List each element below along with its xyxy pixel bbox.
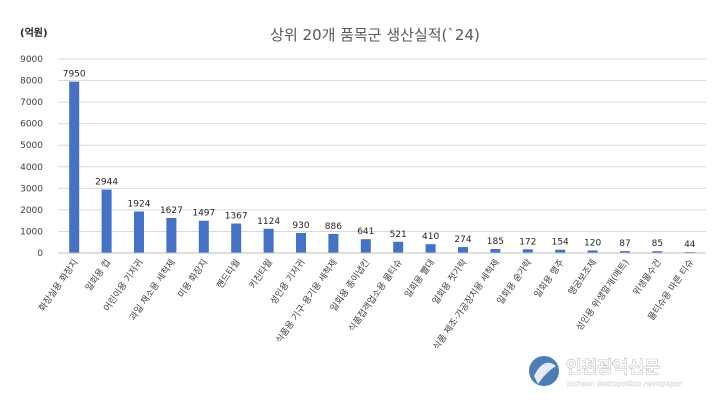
data-label: 1924 bbox=[128, 200, 151, 210]
data-label: 930 bbox=[292, 221, 309, 231]
bar bbox=[652, 251, 663, 253]
data-label: 410 bbox=[422, 232, 439, 242]
y-tick-label: 2000 bbox=[20, 206, 43, 216]
data-label: 154 bbox=[552, 238, 569, 248]
watermark: 인천광역신문 Incheon Metropolitan newspaper bbox=[527, 354, 683, 388]
bar bbox=[166, 217, 177, 253]
y-tick-label: 1000 bbox=[20, 227, 43, 237]
unit-label: (억원) bbox=[20, 26, 48, 39]
bar bbox=[425, 244, 436, 253]
category-label: 일회용 컵 bbox=[83, 257, 113, 293]
y-tick-label: 4000 bbox=[20, 163, 43, 173]
bar bbox=[328, 233, 339, 253]
bar bbox=[101, 189, 112, 253]
bar bbox=[522, 249, 533, 253]
data-label: 521 bbox=[390, 230, 407, 240]
watermark-sub: Incheon Metropolitan newspaper bbox=[567, 380, 683, 388]
data-label: 1497 bbox=[192, 209, 215, 219]
category-label: 화장실용 화장지 bbox=[37, 257, 81, 313]
watermark-name: 인천광역신문 bbox=[566, 358, 660, 378]
data-label: 1627 bbox=[160, 206, 183, 216]
data-label: 185 bbox=[487, 237, 504, 247]
bar bbox=[555, 249, 566, 253]
bars bbox=[69, 81, 695, 253]
bar bbox=[360, 239, 371, 253]
data-label: 1124 bbox=[257, 217, 280, 227]
bar bbox=[296, 232, 306, 253]
category-label: 일회용 행주 bbox=[531, 257, 566, 300]
bar bbox=[587, 250, 598, 253]
data-label: 172 bbox=[519, 237, 536, 247]
bar bbox=[393, 241, 404, 253]
bar bbox=[134, 211, 144, 253]
category-label: 일회용 빨대 bbox=[403, 257, 437, 300]
bar bbox=[69, 81, 80, 253]
data-label: 120 bbox=[584, 238, 601, 248]
data-label: 274 bbox=[454, 235, 471, 245]
y-tick-label: 7000 bbox=[20, 98, 43, 108]
watermark-logo-swoosh bbox=[534, 362, 556, 384]
data-label: 85 bbox=[652, 239, 663, 249]
data-labels: 7950 2944 1924 1627 1497 1367 1124 930 886 641 521… bbox=[63, 70, 696, 250]
category-label: 핸드타월 bbox=[214, 257, 243, 291]
bar bbox=[198, 220, 209, 253]
data-label: 886 bbox=[325, 222, 342, 232]
data-label: 87 bbox=[619, 239, 630, 249]
y-tick-label: 8000 bbox=[20, 77, 43, 87]
bar bbox=[263, 228, 274, 253]
y-tick-label: 5000 bbox=[20, 141, 43, 151]
y-tick-label: 9000 bbox=[20, 55, 43, 65]
data-label: 641 bbox=[357, 227, 374, 237]
data-label: 2944 bbox=[95, 178, 118, 188]
category-label: 행굼보조제 bbox=[565, 257, 599, 298]
bar bbox=[620, 251, 630, 253]
y-tick-label: 0 bbox=[37, 249, 43, 259]
data-label: 7950 bbox=[63, 70, 86, 80]
bar bbox=[458, 247, 468, 253]
chart-title: 상위 20개 품목군 생산실적(`24) bbox=[270, 26, 480, 44]
gridlines bbox=[58, 58, 706, 232]
category-label: 위생물수건 bbox=[631, 257, 664, 297]
bar bbox=[490, 249, 501, 253]
category-label: 식품용 기구·용기용 세척제 bbox=[274, 257, 340, 345]
bar bbox=[231, 223, 242, 253]
category-label: 식품접객업소용 물티슈 bbox=[346, 257, 405, 334]
y-tick-label: 6000 bbox=[20, 120, 43, 130]
y-tick-label: 3000 bbox=[20, 184, 43, 194]
category-label: 미용 화장지 bbox=[176, 257, 210, 300]
y-axis: 0 1000 2000 3000 4000 5000 6000 7000 8000 9000 bbox=[20, 55, 43, 259]
category-label: 키친타월 bbox=[246, 257, 275, 291]
data-label: 44 bbox=[684, 240, 696, 250]
category-label: 성인용 위생깔개(매트) bbox=[573, 257, 631, 333]
data-label: 1367 bbox=[225, 212, 248, 222]
